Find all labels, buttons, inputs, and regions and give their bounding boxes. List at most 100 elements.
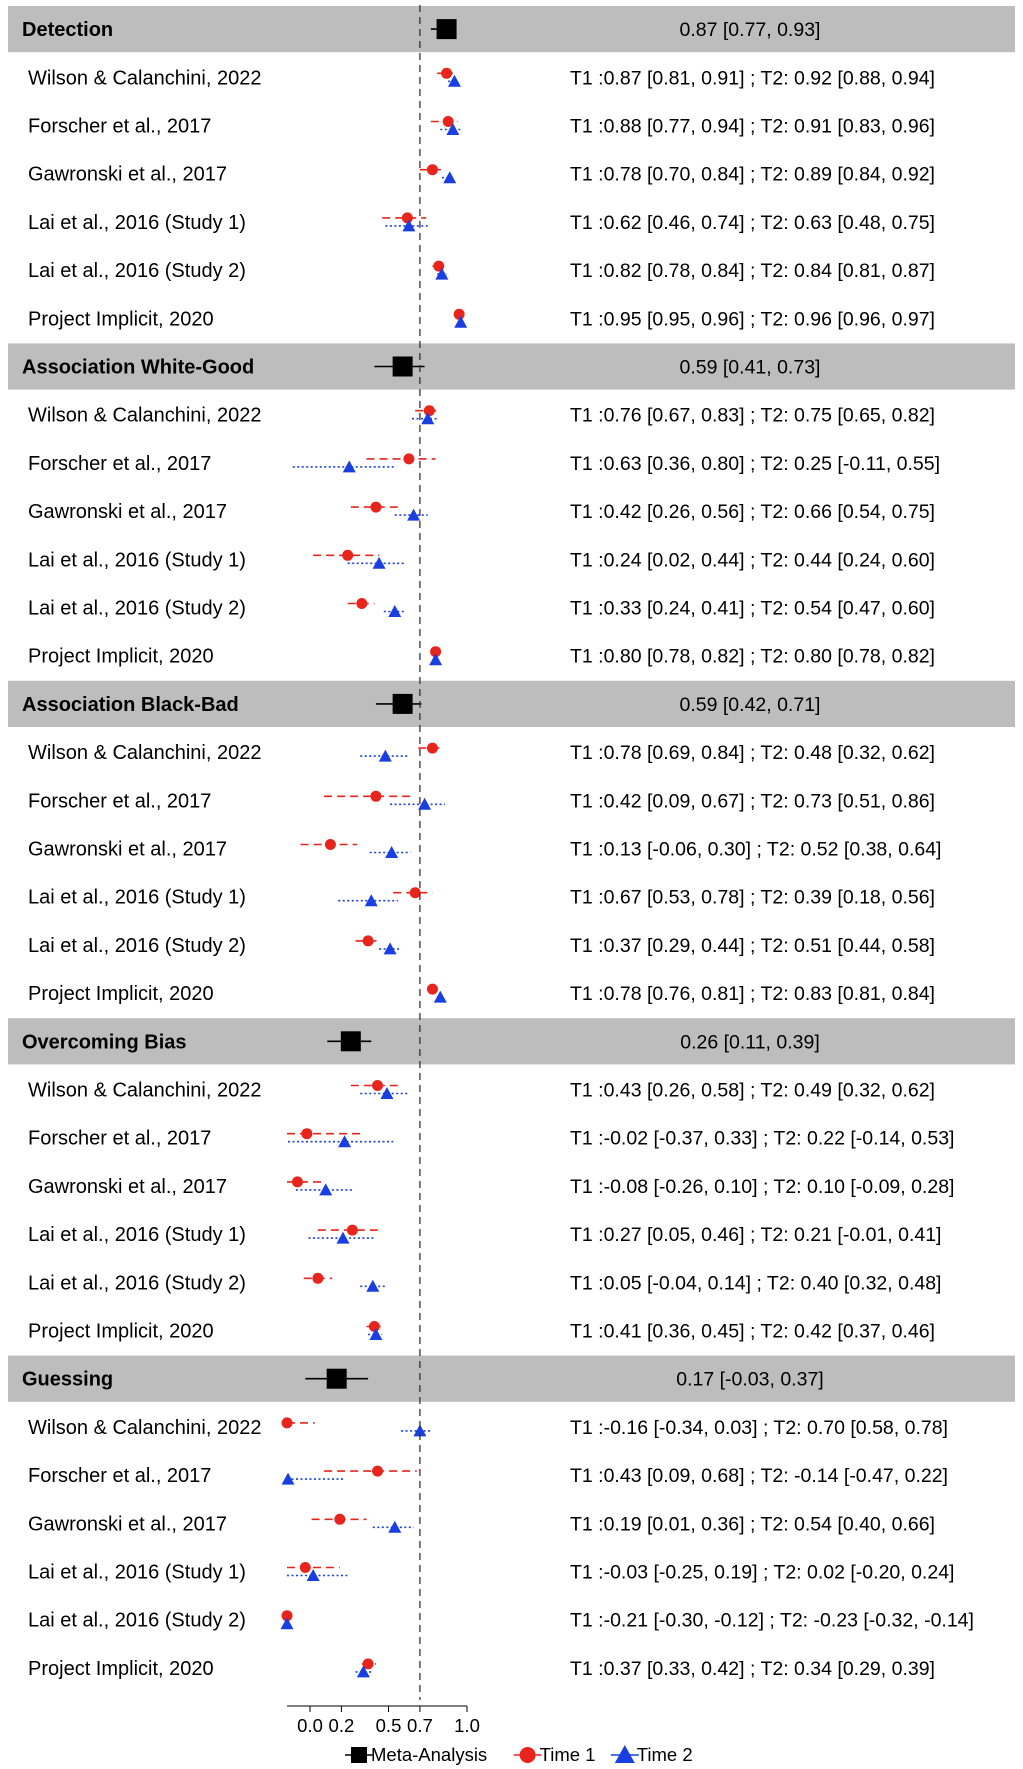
study-label: Gawronski et al., 2017 [28,839,227,861]
study-label: Gawronski et al., 2017 [28,1176,227,1198]
time2-point [383,942,397,955]
study-label: Project Implicit, 2020 [28,983,214,1005]
time2-point [418,797,432,810]
time2-point [342,460,356,473]
study-label: Wilson & Calanchini, 2022 [28,405,261,427]
study-result-label: T1 :0.37 [0.29, 0.44] ; T2: 0.51 [0.44, … [570,935,935,957]
time1-point [356,598,368,609]
group-label: Overcoming Bias [22,1031,187,1053]
study-label: Project Implicit, 2020 [28,1658,214,1680]
time2-point [336,1231,350,1244]
study-label: Wilson & Calanchini, 2022 [28,67,261,89]
study-result-label: T1 :0.37 [0.33, 0.42] ; T2: 0.34 [0.29, … [570,1658,935,1680]
time2-point [338,1135,352,1148]
time1-point [362,1658,374,1670]
study-label: Wilson & Calanchini, 2022 [28,1417,261,1439]
study-result-label: T1 :-0.08 [-0.26, 0.10] ; T2: 0.10 [-0.0… [570,1176,954,1198]
meta-estimate-marker [340,1031,361,1052]
time2-point [281,1472,295,1485]
time1-point [281,1610,293,1622]
group-band [8,343,1015,390]
study-result-label: T1 :0.95 [0.95, 0.96] ; T2: 0.96 [0.96, … [570,308,935,330]
x-tick-label: 0.7 [407,1715,433,1736]
time2-point [407,508,421,521]
time1-point [370,790,382,802]
time1-point [346,1224,358,1236]
meta-result-label: 0.17 [-0.03, 0.37] [676,1369,823,1391]
x-tick-label: 1.0 [454,1715,480,1736]
study-label: Wilson & Calanchini, 2022 [28,742,261,764]
study-result-label: T1 :0.87 [0.81, 0.91] ; T2: 0.92 [0.88, … [570,67,935,89]
time1-point [441,67,453,79]
study-result-label: T1 :0.42 [0.26, 0.56] ; T2: 0.66 [0.54, … [570,501,935,523]
time1-point [370,501,382,513]
time2-point [319,1183,333,1196]
group-band [8,6,1015,53]
study-result-label: T1 :0.19 [0.01, 0.36] ; T2: 0.54 [0.40, … [570,1513,935,1535]
study-result-label: T1 :0.33 [0.24, 0.41] ; T2: 0.54 [0.47, … [570,598,935,620]
group-label: Association White-Good [22,357,254,379]
study-label: Lai et al., 2016 (Study 1) [28,887,246,909]
time2-point [454,315,468,328]
legend-label: Meta-Analysis [371,1744,487,1765]
time1-point [334,1513,346,1525]
time2-point [369,1328,383,1340]
study-label: Lai et al., 2016 (Study 1) [28,549,246,571]
study-label: Lai et al., 2016 (Study 1) [28,1562,246,1584]
time2-point [388,605,402,617]
time1-point [301,1128,313,1140]
study-label: Project Implicit, 2020 [28,646,214,668]
time2-point [380,1087,394,1099]
group-label: Detection [22,19,113,41]
group-band [8,680,1015,727]
group-band [8,1355,1015,1402]
time1-point [312,1272,324,1284]
study-label: Lai et al., 2016 (Study 1) [28,1224,246,1246]
study-label: Forscher et al., 2017 [28,1128,211,1150]
meta-result-label: 0.59 [0.41, 0.73] [680,357,821,379]
study-result-label: T1 :0.82 [0.78, 0.84] ; T2: 0.84 [0.81, … [570,260,935,282]
time2-point [435,267,449,280]
time1-point [401,212,413,224]
study-label: Wilson & Calanchini, 2022 [28,1080,261,1102]
study-result-label: T1 :0.78 [0.76, 0.81] ; T2: 0.83 [0.81, … [570,983,935,1005]
meta-result-label: 0.87 [0.77, 0.93] [680,19,821,41]
study-result-label: T1 :-0.16 [-0.34, 0.03] ; T2: 0.70 [0.58… [570,1417,948,1439]
meta-estimate-marker [436,19,457,40]
time1-point [453,308,465,320]
study-result-label: T1 :0.63 [0.36, 0.80] ; T2: 0.25 [-0.11,… [570,453,940,475]
study-label: Lai et al., 2016 (Study 2) [28,598,246,620]
study-result-label: T1 :0.24 [0.02, 0.44] ; T2: 0.44 [0.24, … [570,549,935,571]
time1-point [403,453,415,465]
group-label: Association Black-Bad [22,694,239,716]
time2-point [447,74,461,87]
study-label: Gawronski et al., 2017 [28,501,227,523]
time1-point [362,935,374,947]
time1-point [430,646,442,658]
study-result-label: T1 :0.62 [0.46, 0.74] ; T2: 0.63 [0.48, … [570,212,935,234]
meta-estimate-marker [326,1368,347,1389]
legend-time2-marker [614,1745,635,1763]
study-result-label: T1 :0.76 [0.67, 0.83] ; T2: 0.75 [0.65, … [570,405,935,427]
time1-point [291,1176,303,1188]
time1-point [281,1417,293,1429]
study-label: Forscher et al., 2017 [28,790,211,812]
study-label: Lai et al., 2016 (Study 2) [28,935,246,957]
time1-point [442,116,454,127]
study-result-label: T1 :0.41 [0.36, 0.45] ; T2: 0.42 [0.37, … [570,1321,935,1343]
legend-label: Time 2 [637,1744,693,1765]
legend-label: Time 1 [540,1744,596,1765]
time1-point [423,405,435,417]
meta-estimate-marker [392,356,413,377]
study-result-label: T1 :0.88 [0.77, 0.94] ; T2: 0.91 [0.83, … [570,116,935,138]
study-label: Lai et al., 2016 (Study 2) [28,1610,246,1632]
study-label: Forscher et al., 2017 [28,453,211,475]
study-result-label: T1 :-0.02 [-0.37, 0.33] ; T2: 0.22 [-0.1… [570,1128,954,1150]
time2-point [446,123,460,135]
meta-result-label: 0.59 [0.42, 0.71] [680,694,821,716]
legend-meta-marker [351,1747,367,1763]
study-result-label: T1 :0.43 [0.09, 0.68] ; T2: -0.14 [-0.47… [570,1465,948,1487]
study-result-label: T1 :0.27 [0.05, 0.46] ; T2: 0.21 [-0.01,… [570,1224,941,1246]
study-label: Gawronski et al., 2017 [28,164,227,186]
